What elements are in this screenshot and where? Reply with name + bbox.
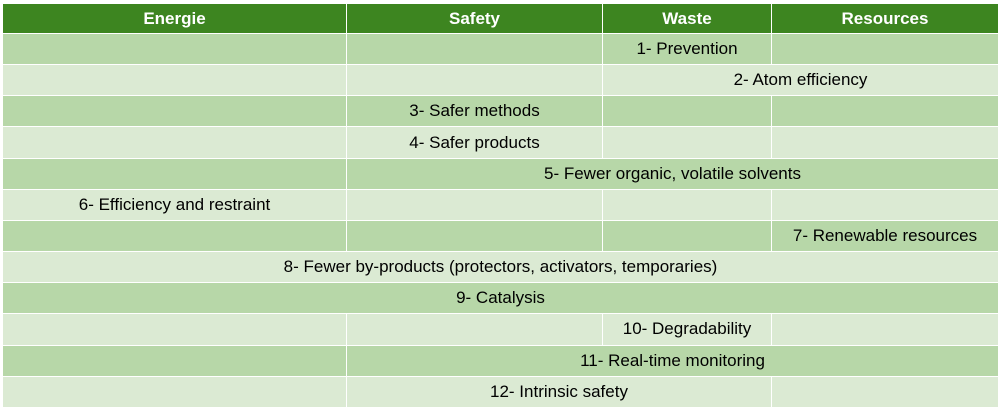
table-cell [771,126,999,159]
table-cell [346,219,603,253]
table-row: 10- Degradability [2,313,999,346]
header-resources: Resources [771,3,999,34]
table-row: 7- Renewable resources [2,219,999,253]
table-row: 6- Efficiency and restraint [2,188,999,221]
header-waste: Waste [602,3,772,34]
header-energie: Energie [2,3,347,34]
table-cell: 12- Intrinsic safety [346,375,772,409]
table-row: 4- Safer products [2,126,999,159]
table-cell [2,157,347,190]
table-row: 12- Intrinsic safety [2,375,999,409]
table-cell: 1- Prevention [602,32,772,66]
table-cell [2,95,347,128]
table-row: 8- Fewer by-products (protectors, activa… [2,251,999,284]
table-cell [2,32,347,66]
table-cell: 4- Safer products [346,126,603,159]
table-cell [602,219,772,253]
table-cell [2,64,347,97]
table-cell: 6- Efficiency and restraint [2,188,347,221]
table-cell [2,375,347,409]
table-body: 1- Prevention 2- Atom efficiency 3- Safer … [2,32,999,409]
table-cell [771,95,999,128]
table-cell [771,188,999,221]
table-cell [346,64,603,97]
table-cell [602,95,772,128]
header-row: Energie Safety Waste Resources [2,3,999,34]
table-cell [2,126,347,159]
table-cell [346,32,603,66]
table-cell [2,344,347,377]
table-cell: 8- Fewer by-products (protectors, activa… [2,251,999,284]
table-cell: 5- Fewer organic, volatile solvents [346,157,999,190]
table-row: 2- Atom efficiency [2,64,999,97]
table-cell: 11- Real-time monitoring [346,344,999,377]
table-row: 5- Fewer organic, volatile solvents [2,157,999,190]
table-cell: 9- Catalysis [2,282,999,315]
table-cell [2,313,347,346]
table-row: 1- Prevention [2,32,999,66]
table-row: 11- Real-time monitoring [2,344,999,377]
principles-table: Energie Safety Waste Resources 1- Preven… [2,3,999,409]
table-row: 9- Catalysis [2,282,999,315]
table-cell [2,219,347,253]
table-cell [346,313,603,346]
table-cell: 10- Degradability [602,313,772,346]
table-row: 3- Safer methods [2,95,999,128]
table-cell [771,375,999,409]
table-cell [602,188,772,221]
table-cell: 7- Renewable resources [771,219,999,253]
table-cell [346,188,603,221]
table-cell [602,126,772,159]
table-cell: 2- Atom efficiency [602,64,999,97]
table-cell [771,32,999,66]
header-safety: Safety [346,3,603,34]
table-cell: 3- Safer methods [346,95,603,128]
table-cell [771,313,999,346]
